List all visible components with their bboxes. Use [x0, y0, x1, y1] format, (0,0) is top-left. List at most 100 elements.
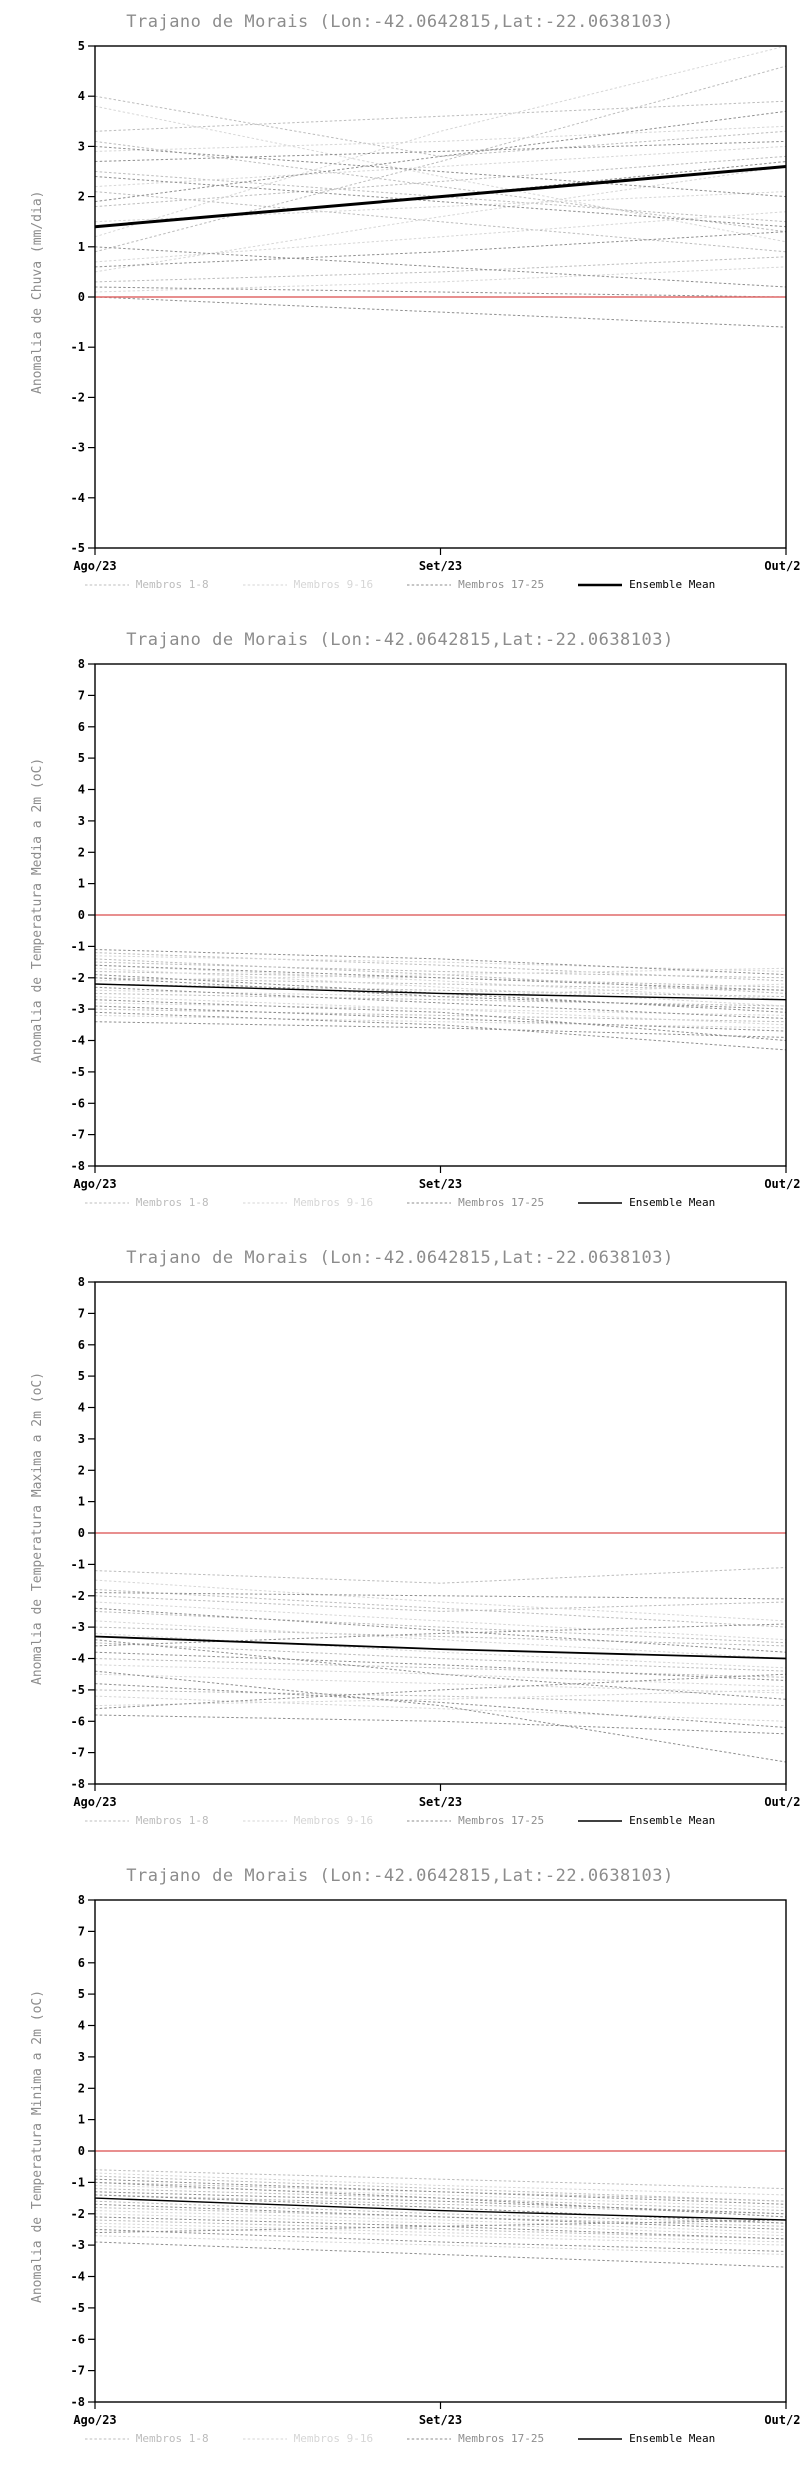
legend-label: Membros 9-16 — [293, 578, 374, 591]
page-title: Trajano de Morais (Lon:-42.0642815,Lat:-… — [126, 630, 674, 650]
svg-text:7: 7 — [78, 1306, 85, 1320]
legend-label: Membros 17-25 — [458, 2432, 545, 2445]
svg-text:2: 2 — [78, 1463, 85, 1477]
svg-text:-7: -7 — [71, 2364, 85, 2378]
legend-label: Membros 9-16 — [293, 2432, 374, 2445]
svg-text:3: 3 — [78, 814, 85, 828]
svg-text:5: 5 — [78, 751, 85, 765]
plot-wrap: Anomalia de Temperatura Media a 2m (oC) … — [0, 654, 800, 1194]
legend-item: Membros 17-25 — [407, 2432, 544, 2445]
svg-text:-5: -5 — [71, 1065, 85, 1079]
legend: Membros 1-8 Membros 9-16 Membros 17-25 E… — [0, 1196, 800, 1209]
plot-area: -8 -7 -6 -5 -4 -3 -2 -1 0 1 2 3 4 5 6 7 8 Ago/23 Set/23 Out… — [71, 1893, 800, 2427]
svg-text:-2: -2 — [71, 2207, 85, 2221]
svg-text:-5: -5 — [71, 1683, 85, 1697]
svg-text:Ago/23: Ago/23 — [73, 559, 116, 573]
svg-text:-6: -6 — [71, 1096, 85, 1110]
legend-label: Ensemble Mean — [629, 578, 716, 591]
svg-text:8: 8 — [78, 1893, 85, 1907]
dashed-line-icon — [242, 583, 287, 586]
svg-text:3: 3 — [78, 1432, 85, 1446]
plot-area: -8 -7 -6 -5 -4 -3 -2 -1 0 1 2 3 4 5 6 7 8 Ago/23 Set/23 Out… — [71, 1275, 800, 1809]
svg-text:Ago/23: Ago/23 — [73, 1795, 116, 1809]
svg-text:3: 3 — [78, 139, 85, 153]
svg-text:-4: -4 — [71, 2270, 85, 2284]
svg-text:-4: -4 — [71, 491, 85, 505]
svg-text:Set/23: Set/23 — [419, 1177, 462, 1191]
svg-text:5: 5 — [78, 1369, 85, 1383]
legend-label: Membros 1-8 — [135, 578, 209, 591]
svg-text:-8: -8 — [71, 2395, 85, 2409]
svg-text:Ago/23: Ago/23 — [73, 1177, 116, 1191]
legend-item: Membros 9-16 — [242, 1814, 373, 1827]
legend-item: Ensemble Mean — [578, 2432, 715, 2445]
svg-text:-2: -2 — [71, 971, 85, 985]
svg-text:2: 2 — [78, 2081, 85, 2095]
legend-item: Membros 17-25 — [407, 1814, 544, 1827]
svg-text:2: 2 — [78, 845, 85, 859]
legend-label: Membros 1-8 — [135, 1196, 209, 1209]
y-axis-label: Anomalia de Temperatura Maxima a 2m (oC) — [30, 1371, 45, 1685]
legend-label: Membros 17-25 — [458, 1196, 545, 1209]
dashed-line-icon — [407, 1201, 452, 1204]
chart-temp-min-anomaly: Trajano de Morais (Lon:-42.0642815,Lat:-… — [0, 1854, 800, 2472]
legend-item: Membros 1-8 — [84, 1814, 209, 1827]
plot-wrap: Anomalia de Chuva (mm/dia) -5 -4 -3 -2 -1 0 1 2… — [0, 36, 800, 576]
legend-item: Ensemble Mean — [578, 1196, 715, 1209]
svg-text:5: 5 — [78, 39, 85, 53]
dashed-line-icon — [84, 1201, 129, 1204]
svg-text:-1: -1 — [71, 340, 85, 354]
svg-text:4: 4 — [78, 2019, 85, 2033]
svg-text:5: 5 — [78, 1987, 85, 2001]
page-title: Trajano de Morais (Lon:-42.0642815,Lat:-… — [126, 1866, 674, 1886]
svg-text:Set/23: Set/23 — [419, 1795, 462, 1809]
svg-text:1: 1 — [78, 1495, 85, 1509]
dashed-line-icon — [242, 1201, 287, 1204]
svg-text:-2: -2 — [71, 1589, 85, 1603]
svg-text:-8: -8 — [71, 1159, 85, 1173]
svg-text:-3: -3 — [71, 2238, 85, 2252]
dashed-line-icon — [242, 1819, 287, 1822]
legend-label: Membros 9-16 — [293, 1196, 374, 1209]
plot-area: -8 -7 -6 -5 -4 -3 -2 -1 0 1 2 3 4 5 6 7 8 Ago/23 Set/23 Out… — [71, 657, 800, 1191]
legend-label: Ensemble Mean — [629, 1814, 716, 1827]
page-title: Trajano de Morais (Lon:-42.0642815,Lat:-… — [126, 12, 674, 32]
svg-text:4: 4 — [78, 783, 85, 797]
svg-text:0: 0 — [78, 1526, 85, 1540]
svg-text:-1: -1 — [71, 2175, 85, 2189]
legend-item: Membros 1-8 — [84, 1196, 209, 1209]
svg-text:3: 3 — [78, 2050, 85, 2064]
svg-text:6: 6 — [78, 1338, 85, 1352]
dashed-line-icon — [84, 2437, 129, 2440]
svg-text:-2: -2 — [71, 390, 85, 404]
plot-wrap: Anomalia de Temperatura Maxima a 2m (oC)… — [0, 1272, 800, 1812]
svg-text:1: 1 — [78, 877, 85, 891]
legend-item: Ensemble Mean — [578, 578, 715, 591]
y-axis-label: Anomalia de Temperatura Media a 2m (oC) — [30, 757, 45, 1063]
legend-item: Ensemble Mean — [578, 1814, 715, 1827]
svg-text:-4: -4 — [71, 1034, 85, 1048]
svg-text:4: 4 — [78, 1401, 85, 1415]
svg-text:8: 8 — [78, 1275, 85, 1289]
legend-item: Membros 17-25 — [407, 1196, 544, 1209]
svg-text:-6: -6 — [71, 2332, 85, 2346]
plot-area: -5 -4 -3 -2 -1 0 1 2 3 4 5 Ago/23 Set/23 Out/23 — [71, 39, 800, 573]
svg-text:6: 6 — [78, 1956, 85, 1970]
legend-label: Ensemble Mean — [629, 2432, 716, 2445]
svg-text:4: 4 — [78, 89, 85, 103]
svg-text:-1: -1 — [71, 939, 85, 953]
svg-text:-6: -6 — [71, 1714, 85, 1728]
svg-text:-7: -7 — [71, 1746, 85, 1760]
solid-line-icon — [578, 2437, 623, 2440]
legend-label: Membros 1-8 — [135, 1814, 209, 1827]
svg-text:-5: -5 — [71, 2301, 85, 2315]
y-axis-label: Anomalia de Chuva (mm/dia) — [30, 190, 45, 394]
svg-text:-8: -8 — [71, 1777, 85, 1791]
legend-label: Membros 17-25 — [458, 578, 545, 591]
svg-text:0: 0 — [78, 2144, 85, 2158]
svg-text:Ago/23: Ago/23 — [73, 2413, 116, 2427]
chart-temp-mean-anomaly: Trajano de Morais (Lon:-42.0642815,Lat:-… — [0, 618, 800, 1236]
svg-text:-7: -7 — [71, 1128, 85, 1142]
svg-text:0: 0 — [78, 908, 85, 922]
legend-item: Membros 17-25 — [407, 578, 544, 591]
